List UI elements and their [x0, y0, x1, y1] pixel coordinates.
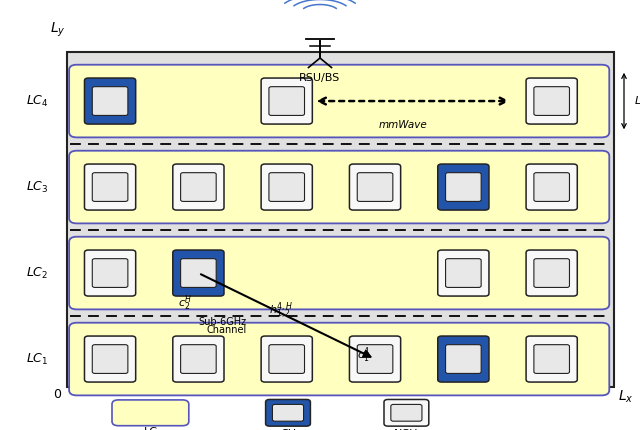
- FancyBboxPatch shape: [269, 345, 305, 373]
- FancyBboxPatch shape: [173, 250, 224, 296]
- Text: NCH: NCH: [394, 429, 419, 430]
- FancyBboxPatch shape: [534, 345, 570, 373]
- FancyBboxPatch shape: [261, 336, 312, 382]
- FancyBboxPatch shape: [391, 404, 422, 421]
- FancyBboxPatch shape: [180, 259, 216, 287]
- Text: $h_{1,2}^{4,H}$: $h_{1,2}^{4,H}$: [269, 301, 293, 322]
- FancyBboxPatch shape: [92, 345, 128, 373]
- Text: $LC_3$: $LC_3$: [26, 179, 49, 195]
- Text: CH: CH: [280, 429, 296, 430]
- FancyBboxPatch shape: [526, 78, 577, 124]
- FancyBboxPatch shape: [526, 336, 577, 382]
- FancyBboxPatch shape: [438, 336, 489, 382]
- FancyBboxPatch shape: [526, 250, 577, 296]
- Text: $c_2^H$: $c_2^H$: [179, 293, 193, 313]
- FancyBboxPatch shape: [357, 173, 393, 201]
- FancyBboxPatch shape: [173, 336, 224, 382]
- FancyBboxPatch shape: [69, 322, 609, 396]
- Text: $L_w$: $L_w$: [634, 94, 640, 108]
- FancyBboxPatch shape: [84, 78, 136, 124]
- FancyBboxPatch shape: [384, 399, 429, 426]
- FancyBboxPatch shape: [445, 345, 481, 373]
- Text: 0: 0: [54, 388, 61, 401]
- Bar: [67, 52, 614, 387]
- FancyBboxPatch shape: [69, 237, 609, 310]
- FancyBboxPatch shape: [69, 151, 609, 224]
- FancyBboxPatch shape: [261, 164, 312, 210]
- FancyBboxPatch shape: [92, 87, 128, 115]
- FancyBboxPatch shape: [92, 259, 128, 287]
- Text: RSU/BS: RSU/BS: [300, 73, 340, 83]
- Text: $c_1^4$: $c_1^4$: [357, 345, 370, 365]
- Text: $LC_2$: $LC_2$: [26, 265, 48, 281]
- FancyBboxPatch shape: [438, 164, 489, 210]
- FancyBboxPatch shape: [112, 400, 189, 426]
- FancyBboxPatch shape: [84, 250, 136, 296]
- FancyBboxPatch shape: [92, 173, 128, 201]
- Text: Sub-6GHz: Sub-6GHz: [198, 317, 246, 327]
- FancyBboxPatch shape: [173, 164, 224, 210]
- FancyBboxPatch shape: [445, 173, 481, 201]
- FancyBboxPatch shape: [180, 345, 216, 373]
- Text: LC: LC: [143, 427, 157, 430]
- FancyBboxPatch shape: [84, 336, 136, 382]
- Text: $LC_1$: $LC_1$: [26, 351, 49, 367]
- FancyBboxPatch shape: [438, 250, 489, 296]
- FancyBboxPatch shape: [269, 87, 305, 115]
- FancyBboxPatch shape: [534, 259, 570, 287]
- Text: Channel: Channel: [207, 325, 247, 335]
- FancyBboxPatch shape: [357, 345, 393, 373]
- Text: $L_y$: $L_y$: [50, 21, 65, 39]
- FancyBboxPatch shape: [534, 173, 570, 201]
- FancyBboxPatch shape: [84, 164, 136, 210]
- Text: $L_x$: $L_x$: [618, 388, 634, 405]
- FancyBboxPatch shape: [180, 173, 216, 201]
- Text: mmWave: mmWave: [379, 120, 428, 130]
- FancyBboxPatch shape: [349, 336, 401, 382]
- FancyBboxPatch shape: [349, 164, 401, 210]
- FancyBboxPatch shape: [266, 399, 310, 426]
- FancyBboxPatch shape: [269, 173, 305, 201]
- FancyBboxPatch shape: [534, 87, 570, 115]
- FancyBboxPatch shape: [69, 65, 609, 138]
- FancyBboxPatch shape: [526, 164, 577, 210]
- Text: $LC_4$: $LC_4$: [26, 93, 49, 109]
- FancyBboxPatch shape: [445, 259, 481, 287]
- FancyBboxPatch shape: [273, 404, 303, 421]
- FancyBboxPatch shape: [261, 78, 312, 124]
